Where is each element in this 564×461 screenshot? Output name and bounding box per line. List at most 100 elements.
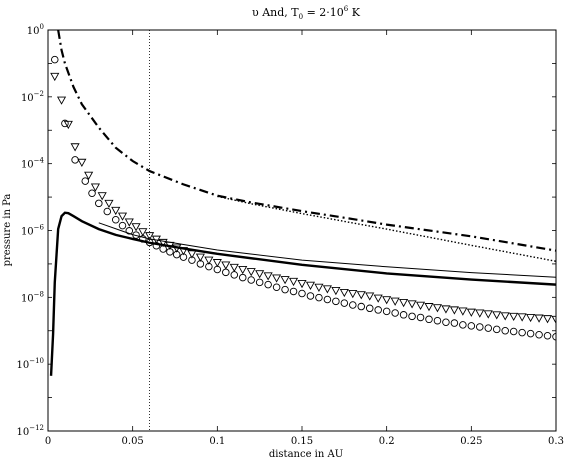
- circle-marker: [543, 331, 552, 340]
- circle-marker: [374, 306, 382, 314]
- circle-marker: [118, 221, 127, 230]
- triangle-marker: [70, 143, 80, 152]
- y-tick-label: 10−2: [21, 90, 44, 104]
- circle-marker: [139, 235, 147, 243]
- series-thick-line: [49, 211, 556, 376]
- triangle-marker: [187, 250, 197, 259]
- triangle-marker: [542, 315, 553, 324]
- circle-marker: [365, 304, 374, 313]
- circle-marker: [281, 285, 289, 294]
- triangle-marker: [138, 228, 148, 237]
- circle-marker: [103, 207, 112, 216]
- triangle-marker: [124, 218, 134, 227]
- circle-marker: [357, 302, 366, 311]
- triangle-marker: [56, 96, 67, 105]
- circle-marker: [467, 322, 476, 330]
- circle-marker: [145, 238, 154, 247]
- circle-marker: [132, 231, 140, 239]
- circle-marker: [442, 318, 450, 326]
- circle-marker: [332, 297, 340, 306]
- triangle-marker: [415, 301, 426, 310]
- triangle-marker: [158, 238, 168, 248]
- triangle-marker: [151, 235, 161, 244]
- triangle-marker: [475, 309, 485, 318]
- series-dotted-line: [217, 195, 556, 262]
- circle-marker: [166, 248, 174, 256]
- circle-marker: [81, 177, 90, 185]
- circle-marker: [433, 316, 442, 325]
- circle-marker: [159, 245, 167, 253]
- circle-marker: [535, 330, 543, 339]
- x-tick-label: 0.05: [122, 436, 144, 447]
- triangle-marker: [339, 288, 349, 298]
- circle-marker: [222, 268, 230, 277]
- triangle-marker: [356, 291, 366, 300]
- triangle-marker: [288, 277, 299, 287]
- circle-marker: [459, 321, 467, 329]
- triangle-marker: [97, 192, 107, 201]
- triangle-marker: [117, 212, 128, 221]
- triangle-marker: [424, 303, 434, 312]
- triangle-marker: [111, 206, 121, 216]
- triangle-marker: [63, 120, 73, 130]
- triangle-marker: [373, 294, 383, 303]
- y-axis-label: pressure in Pa: [2, 194, 13, 267]
- triangle-marker: [145, 232, 155, 241]
- triangle-marker: [365, 292, 375, 301]
- triangle-marker: [131, 223, 141, 232]
- triangle-marker: [322, 285, 332, 294]
- circle-marker: [399, 311, 408, 319]
- triangle-marker: [449, 306, 459, 315]
- x-tick-label: 0.3: [548, 436, 564, 447]
- triangle-marker: [432, 304, 443, 313]
- circle-marker: [152, 241, 161, 250]
- triangle-marker: [466, 308, 476, 317]
- x-axis-label: distance in AU: [269, 449, 343, 460]
- triangle-marker: [305, 281, 316, 290]
- triangle-marker: [246, 268, 256, 277]
- circle-marker: [179, 253, 188, 261]
- circle-marker: [501, 327, 509, 335]
- circle-marker: [552, 333, 556, 341]
- triangle-marker: [263, 272, 273, 281]
- triangle-marker: [238, 266, 248, 275]
- x-tick-label: 0.1: [209, 436, 225, 447]
- circle-marker: [518, 328, 526, 337]
- y-tick-label: 100: [27, 23, 44, 37]
- y-tick-label: 10−10: [16, 357, 44, 371]
- x-tick-label: 0.2: [379, 436, 395, 447]
- circle-marker: [526, 329, 535, 338]
- triangle-marker: [221, 261, 231, 270]
- triangle-marker: [331, 287, 341, 296]
- circle-marker: [71, 156, 79, 164]
- circle-marker: [238, 273, 247, 282]
- y-tick-label: 10−4: [21, 157, 45, 171]
- triangle-marker: [165, 241, 175, 251]
- triangle-marker: [90, 183, 100, 192]
- circle-marker: [391, 309, 399, 317]
- circle-marker: [213, 265, 222, 274]
- triangle-marker: [84, 171, 94, 180]
- series-group: [49, 30, 556, 376]
- triangle-marker: [229, 263, 239, 273]
- triangle-marker: [500, 312, 510, 321]
- circle-marker: [196, 260, 205, 268]
- triangle-marker: [441, 305, 451, 314]
- triangle-marker: [104, 199, 114, 209]
- circle-marker: [306, 292, 315, 300]
- x-tick-label: 0.15: [291, 436, 313, 447]
- circle-marker: [95, 199, 103, 208]
- triangle-marker: [77, 158, 87, 168]
- triangle-marker: [172, 244, 182, 253]
- circle-marker: [484, 324, 493, 332]
- triangle-marker: [314, 283, 324, 293]
- circle-marker: [61, 119, 69, 128]
- circle-marker: [349, 301, 357, 309]
- triangle-marker: [492, 311, 502, 320]
- circle-marker: [188, 256, 196, 264]
- circle-marker: [492, 325, 501, 334]
- circle-marker: [255, 278, 264, 287]
- circle-marker: [272, 283, 281, 292]
- chart-title: υ And, T0 = 2·106 K: [252, 5, 361, 21]
